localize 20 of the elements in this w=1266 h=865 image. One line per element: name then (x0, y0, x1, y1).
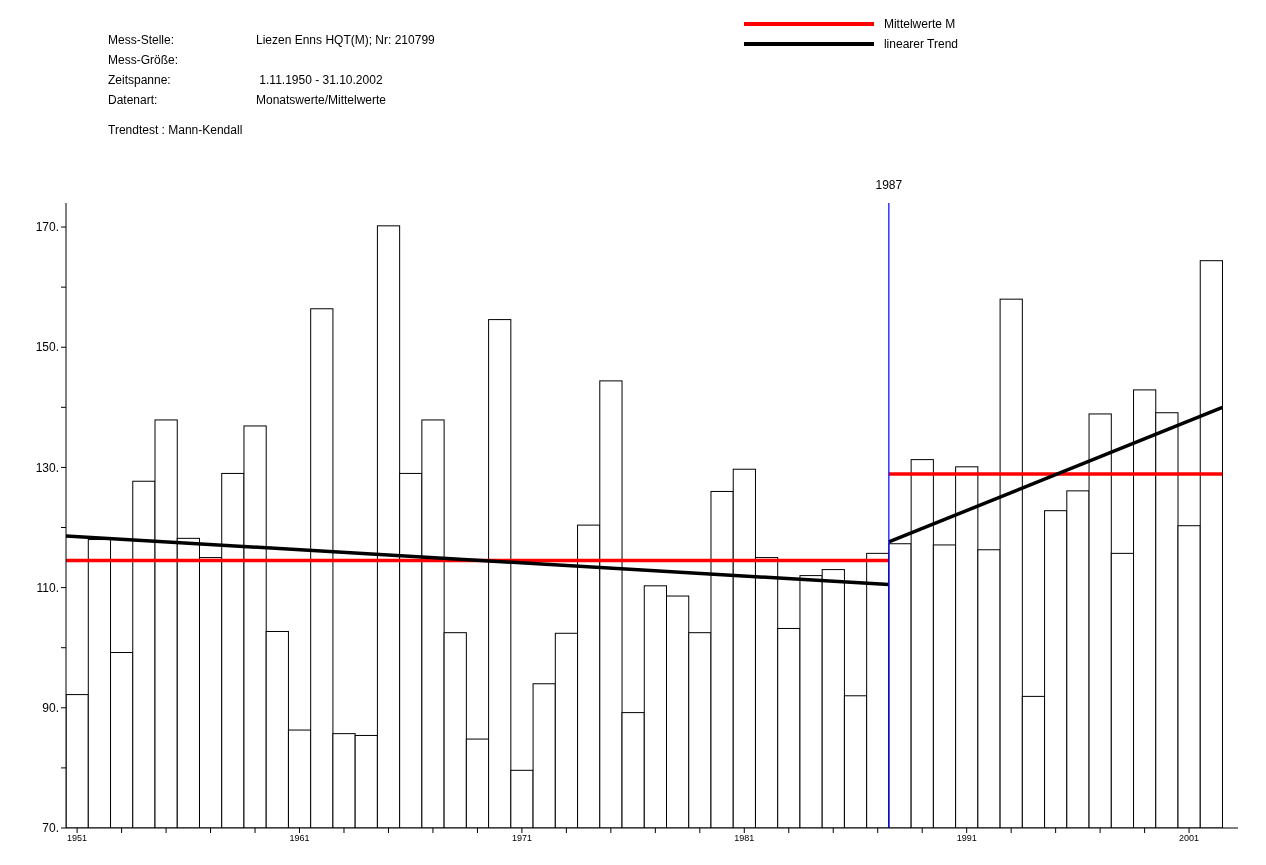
x-tick-label: 1961 (289, 833, 310, 844)
x-tick-label: 1951 (67, 833, 88, 844)
y-tick-label: 90. (42, 701, 59, 716)
y-tick-label: 150. (35, 340, 59, 355)
text: Mess-Größe: (108, 52, 179, 69)
x-tick-label: 2001 (1179, 833, 1200, 844)
y-tick-label: 130. (35, 460, 59, 475)
x-tick-label: 1991 (956, 833, 977, 844)
y-tick-label: 70. (42, 821, 59, 836)
y-tick-label: 110. (36, 580, 59, 595)
x-tick-label: 1981 (734, 833, 755, 844)
text: Trendtest : Mann-Kendall (108, 122, 243, 139)
text: linearer Trend (883, 36, 958, 53)
ref-line-label: 1987 (875, 178, 903, 192)
text: Datenart: Monatswerte/Mittelwerte (108, 93, 387, 107)
x-tick-label: 1971 (511, 833, 532, 844)
y-tick-label: 170. (35, 220, 59, 235)
text: Mittelwerte M (883, 16, 956, 33)
text: Mess-Stelle: Liezen Enns HQT(M); Nr: 210799 (108, 33, 435, 47)
text: Zeitspanne: 1.11.1950 - 31.10.2002 (108, 73, 383, 87)
